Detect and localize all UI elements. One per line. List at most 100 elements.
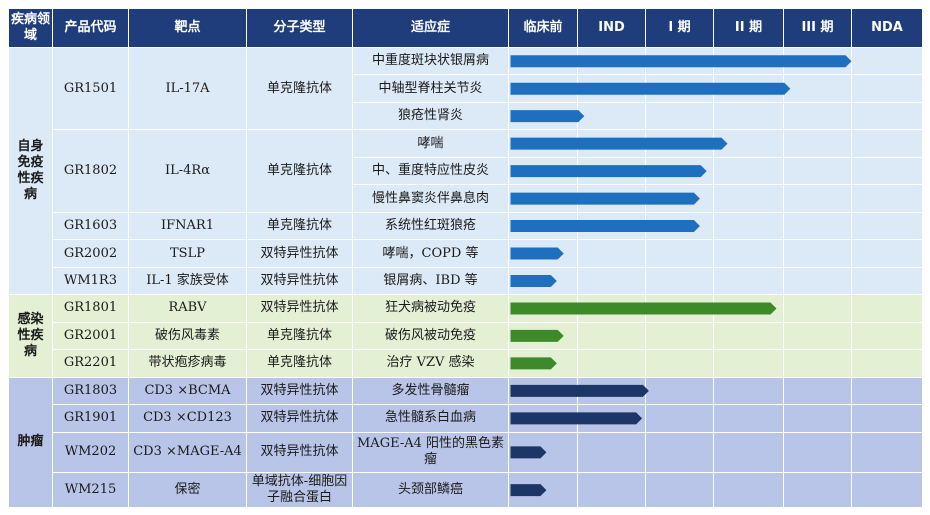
- stage-cell: [645, 404, 714, 433]
- stage-cell: [851, 239, 923, 268]
- stage-cell: [713, 129, 784, 158]
- stage-cell: [508, 472, 578, 508]
- stage-cell: [645, 376, 714, 406]
- table-row: GR2201 带状疱疹病毒 单克隆抗体 治疗 VZV 感染: [9, 349, 923, 378]
- stage-cell: [783, 239, 852, 268]
- stage-cell: [645, 101, 714, 131]
- indication-cell: 多发性骨髓瘤: [352, 376, 509, 406]
- stage-cell: [713, 376, 784, 406]
- stage-cell: [783, 46, 852, 76]
- stage-cell: [783, 184, 852, 213]
- table-row: 中、重度特应性皮炎: [9, 156, 923, 186]
- stage-cell: [508, 156, 578, 186]
- stage-cell: [645, 472, 714, 508]
- stage-cell: [851, 101, 923, 131]
- molecule-type-cell: 单克隆抗体: [246, 349, 353, 378]
- stage-cell: [508, 239, 578, 268]
- table-row: 感染 性疾病 GR1801 RABV 双特异性抗体 狂犬病被动免疫: [8, 294, 923, 378]
- table-row: GR2001 破伤风毒素 单克隆抗体 破伤风被动免疫: [9, 321, 923, 351]
- stage-cell: [713, 184, 784, 213]
- stage-cell: [713, 74, 784, 103]
- stage-cell: [645, 184, 714, 213]
- stage-cell: [713, 472, 784, 508]
- table-row: GR2002 TSLP 双特异性抗体 哮喘，COPD 等: [9, 239, 923, 268]
- target-cell: CD3 ×CD123: [128, 404, 247, 433]
- stage-cell: [577, 472, 646, 508]
- stage-cell: [577, 129, 646, 158]
- stage-cell: [577, 156, 646, 186]
- target-cell: RABV: [128, 294, 247, 323]
- target-cell: IFNAR1: [128, 211, 247, 241]
- stage-cell: [713, 266, 784, 296]
- product-code-cell: WM215: [52, 472, 129, 508]
- molecule-type-cell: 单克隆抗体: [246, 129, 353, 213]
- molecule-type-cell: 双特异性抗体: [246, 404, 353, 433]
- stage-cell: [508, 46, 578, 76]
- col-header-phase2: II 期: [713, 8, 784, 48]
- col-header-area: 疾病领域: [8, 8, 53, 48]
- stage-cell: [851, 211, 923, 241]
- stage-cell: [645, 129, 714, 158]
- product-code-cell: GR1501: [52, 46, 129, 131]
- stage-cell: [645, 74, 714, 103]
- stage-cell: [783, 472, 852, 508]
- stage-cell: [783, 129, 852, 158]
- stage-cell: [577, 321, 646, 351]
- product-code-cell: GR1901: [52, 404, 129, 433]
- indication-cell: MAGE-A4 阳性的黑色素瘤: [352, 431, 509, 474]
- stage-cell: [508, 74, 578, 103]
- col-header-molecule-type: 分子类型: [246, 8, 353, 48]
- table-row: GR1901 CD3 ×CD123 双特异性抗体 急性髓系白血病: [9, 404, 923, 433]
- indication-cell: 狂犬病被动免疫: [352, 294, 509, 323]
- product-code-cell: GR2001: [52, 321, 129, 351]
- stage-cell: [508, 376, 578, 406]
- stage-cell: [508, 211, 578, 241]
- stage-cell: [577, 266, 646, 296]
- col-header-indication: 适应症: [352, 8, 509, 48]
- stage-cell: [508, 129, 578, 158]
- indication-cell: 系统性红斑狼疮: [352, 211, 509, 241]
- table-row: GR1802 IL-4Rα 单克隆抗体 哮喘: [9, 129, 923, 213]
- indication-cell: 头颈部鳞癌: [352, 472, 509, 508]
- target-cell: IL-1 家族受体: [128, 266, 247, 296]
- stage-cell: [851, 349, 923, 378]
- stage-cell: [577, 431, 646, 474]
- indication-cell: 哮喘，COPD 等: [352, 239, 509, 268]
- product-code-cell: GR2002: [52, 239, 129, 268]
- molecule-type-cell: 双特异性抗体: [246, 431, 353, 474]
- product-code-cell: GR2201: [52, 349, 129, 378]
- product-code-cell: GR1801: [52, 294, 129, 323]
- product-code-cell: GR1802: [52, 129, 129, 213]
- table-row: WM215 保密 单域抗体-细胞因子融合蛋白 头颈部鳞癌: [9, 472, 923, 508]
- stage-cell: [713, 101, 784, 131]
- target-cell: IL-17A: [128, 46, 247, 131]
- stage-cell: [713, 294, 784, 323]
- stage-cell: [645, 239, 714, 268]
- target-cell: CD3 ×MAGE-A4: [128, 431, 247, 474]
- molecule-type-cell: 双特异性抗体: [246, 376, 353, 406]
- molecule-type-cell: 单域抗体-细胞因子融合蛋白: [246, 472, 353, 508]
- stage-cell: [713, 239, 784, 268]
- disease-area-cell: 感染 性疾病: [8, 294, 53, 378]
- stage-cell: [577, 184, 646, 213]
- stage-cell: [851, 184, 923, 213]
- stage-cell: [713, 156, 784, 186]
- stage-cell: [851, 431, 923, 474]
- stage-cell: [851, 376, 923, 406]
- indication-cell: 急性髓系白血病: [352, 404, 509, 433]
- indication-cell: 慢性鼻窦炎伴鼻息肉: [352, 184, 509, 213]
- target-cell: 破伤风毒素: [128, 321, 247, 351]
- molecule-type-cell: 双特异性抗体: [246, 239, 353, 268]
- stage-cell: [783, 101, 852, 131]
- disease-area-cell: 肿瘤: [8, 376, 53, 509]
- product-code-cell: GR1803: [52, 376, 129, 406]
- stage-cell: [577, 376, 646, 406]
- stage-cell: [851, 156, 923, 186]
- stage-cell: [783, 431, 852, 474]
- stage-cell: [508, 349, 578, 378]
- stage-cell: [645, 431, 714, 474]
- product-code-cell: WM202: [52, 431, 129, 474]
- stage-cell: [851, 266, 923, 296]
- stage-cell: [577, 101, 646, 131]
- disease-area-cell: 自身 免疫 性疾病: [8, 46, 53, 296]
